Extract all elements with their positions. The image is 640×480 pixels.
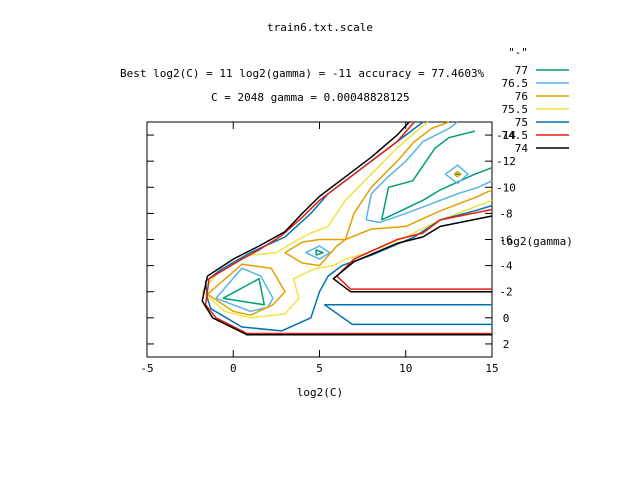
x-tick-label-3: 10 [399,362,412,375]
x-axis-label: log2(C) [297,386,343,399]
y-tick-label-3: -8 [499,207,512,220]
axes: -5 0 5 10 15 -14 -12 -10 -8 -6 -4 -2 0 2 [140,122,516,375]
contour-74.5-2 [336,208,493,290]
y-tick-label-5: -4 [499,260,513,273]
legend-label-3: 75.5 [502,103,529,116]
x-tick-label-4: 15 [485,362,498,375]
contour-76-0 [206,263,286,316]
contour-76-1 [344,121,450,240]
y-tick-label-0: -14 [496,129,516,142]
contour-75.5-1 [201,199,493,319]
contour-76-3 [345,189,493,241]
x-tick-label-1: 0 [230,362,237,375]
contour-74.5-1 [204,278,492,335]
legend-label-0: 77 [515,64,528,77]
legend-label-5: 74.5 [502,129,529,142]
y-axis-label: log2(gamma) [500,235,573,248]
contour-74.5-0 [208,121,415,280]
contour-76-2 [284,238,346,267]
legend-label-6: 74 [515,142,529,155]
contour-75.5-0 [201,121,429,293]
y-tick-label-4: -6 [499,234,512,247]
contour-77-0 [222,277,266,306]
contour-77-2 [380,130,475,221]
legend-label-2: 76 [515,90,528,103]
y-tick-label-6: -2 [499,286,512,299]
y-tick-label-2: -10 [496,181,516,194]
contour-76.5-1 [305,245,331,260]
y-tick-label-1: -12 [496,155,516,168]
contour-76.5-2 [365,121,458,221]
best-params-line: Best log2(C) = 11 log2(gamma) = -11 accu… [120,67,485,80]
contour-76-4 [453,170,462,178]
y-tick-label-8: 2 [503,338,510,351]
chart-title: train6.txt.scale [267,21,373,34]
c-gamma-line: C = 2048 gamma = 0.00048828125 [211,91,410,104]
legend-label-1: 76.5 [502,77,529,90]
contour-76.5-0 [215,267,274,313]
contour-74-2 [332,215,493,293]
contour-77-1 [315,249,324,256]
x-tick-label-2: 5 [316,362,323,375]
contour-74-1 [201,275,492,336]
x-tick-label-0: -5 [140,362,153,375]
legend-label-4: 75 [515,116,528,129]
legend-title: "-" [508,46,528,59]
contour-74-0 [206,121,410,277]
contour-76.5-4 [444,164,469,185]
y-tick-label-7: 0 [503,312,510,325]
contour-lines [201,121,493,336]
contour-76.5-3 [365,180,493,224]
contour-77-3 [381,166,493,221]
contour-75-2 [323,304,492,326]
